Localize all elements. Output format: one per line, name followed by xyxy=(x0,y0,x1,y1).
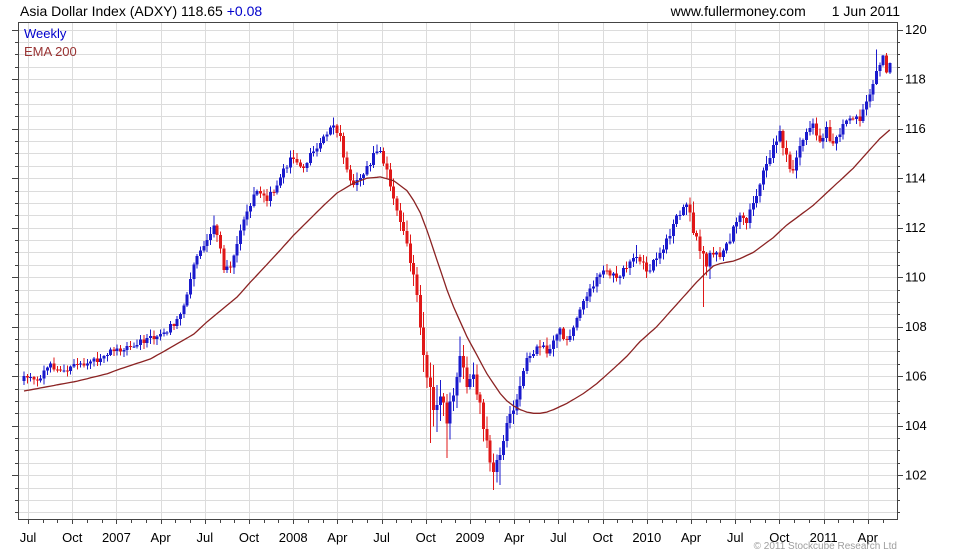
chart-title: Asia Dollar Index (ADXY) 118.65 +0.08 xyxy=(20,3,262,19)
svg-text:2008: 2008 xyxy=(279,530,308,545)
svg-text:108: 108 xyxy=(905,319,927,334)
copyright-notice: © 2011 Stockcube Research Ltd xyxy=(753,541,897,552)
svg-text:Jul: Jul xyxy=(727,530,744,545)
svg-text:116: 116 xyxy=(905,121,926,136)
svg-text:104: 104 xyxy=(905,418,927,433)
svg-text:2011: 2011 xyxy=(810,530,838,545)
svg-text:120: 120 xyxy=(905,22,927,37)
svg-text:Apr: Apr xyxy=(504,530,525,545)
y-axis-labels: 102 104 106 108 110 112 114 116 118 120 xyxy=(905,22,927,483)
gridlines xyxy=(18,22,897,519)
svg-text:2007: 2007 xyxy=(102,530,131,545)
weekly-candles xyxy=(22,49,892,491)
chart-date: 1 Jun 2011 xyxy=(831,3,900,19)
svg-text:Jul: Jul xyxy=(550,530,567,545)
svg-text:Oct: Oct xyxy=(769,530,790,545)
site-url: www.fullermoney.com xyxy=(670,3,806,19)
svg-text:106: 106 xyxy=(905,369,927,384)
svg-text:2010: 2010 xyxy=(632,530,661,545)
svg-text:Jul: Jul xyxy=(20,530,37,545)
svg-text:Apr: Apr xyxy=(150,530,171,545)
svg-text:Oct: Oct xyxy=(239,530,260,545)
svg-text:114: 114 xyxy=(905,171,926,186)
svg-text:Jul: Jul xyxy=(373,530,390,545)
svg-text:118: 118 xyxy=(905,72,926,87)
svg-text:Oct: Oct xyxy=(592,530,613,545)
legend-ema-200: EMA 200 xyxy=(24,44,77,59)
x-axis-labels: Jul Oct 2007 Apr Jul Oct 2008 Apr Jul Oct 2009 Apr J… xyxy=(20,530,879,545)
svg-text:112: 112 xyxy=(905,220,926,235)
instrument-title: Asia Dollar Index (ADXY) 118.65 xyxy=(20,3,223,19)
svg-text:Apr: Apr xyxy=(858,530,879,545)
svg-text:Oct: Oct xyxy=(62,530,83,545)
ema-200-line xyxy=(23,129,891,414)
svg-text:Apr: Apr xyxy=(681,530,702,545)
axis-ticks xyxy=(12,30,903,524)
svg-text:110: 110 xyxy=(905,270,926,285)
svg-text:Oct: Oct xyxy=(416,530,437,545)
plot-border xyxy=(18,22,898,520)
svg-text:2009: 2009 xyxy=(456,530,485,545)
svg-text:Jul: Jul xyxy=(196,530,213,545)
legend-weekly: Weekly xyxy=(24,26,67,41)
header-right: www.fullermoney.com 1 Jun 2011 xyxy=(671,3,900,19)
svg-text:102: 102 xyxy=(905,468,927,483)
svg-text:Apr: Apr xyxy=(327,530,348,545)
price-change: +0.08 xyxy=(226,3,263,19)
